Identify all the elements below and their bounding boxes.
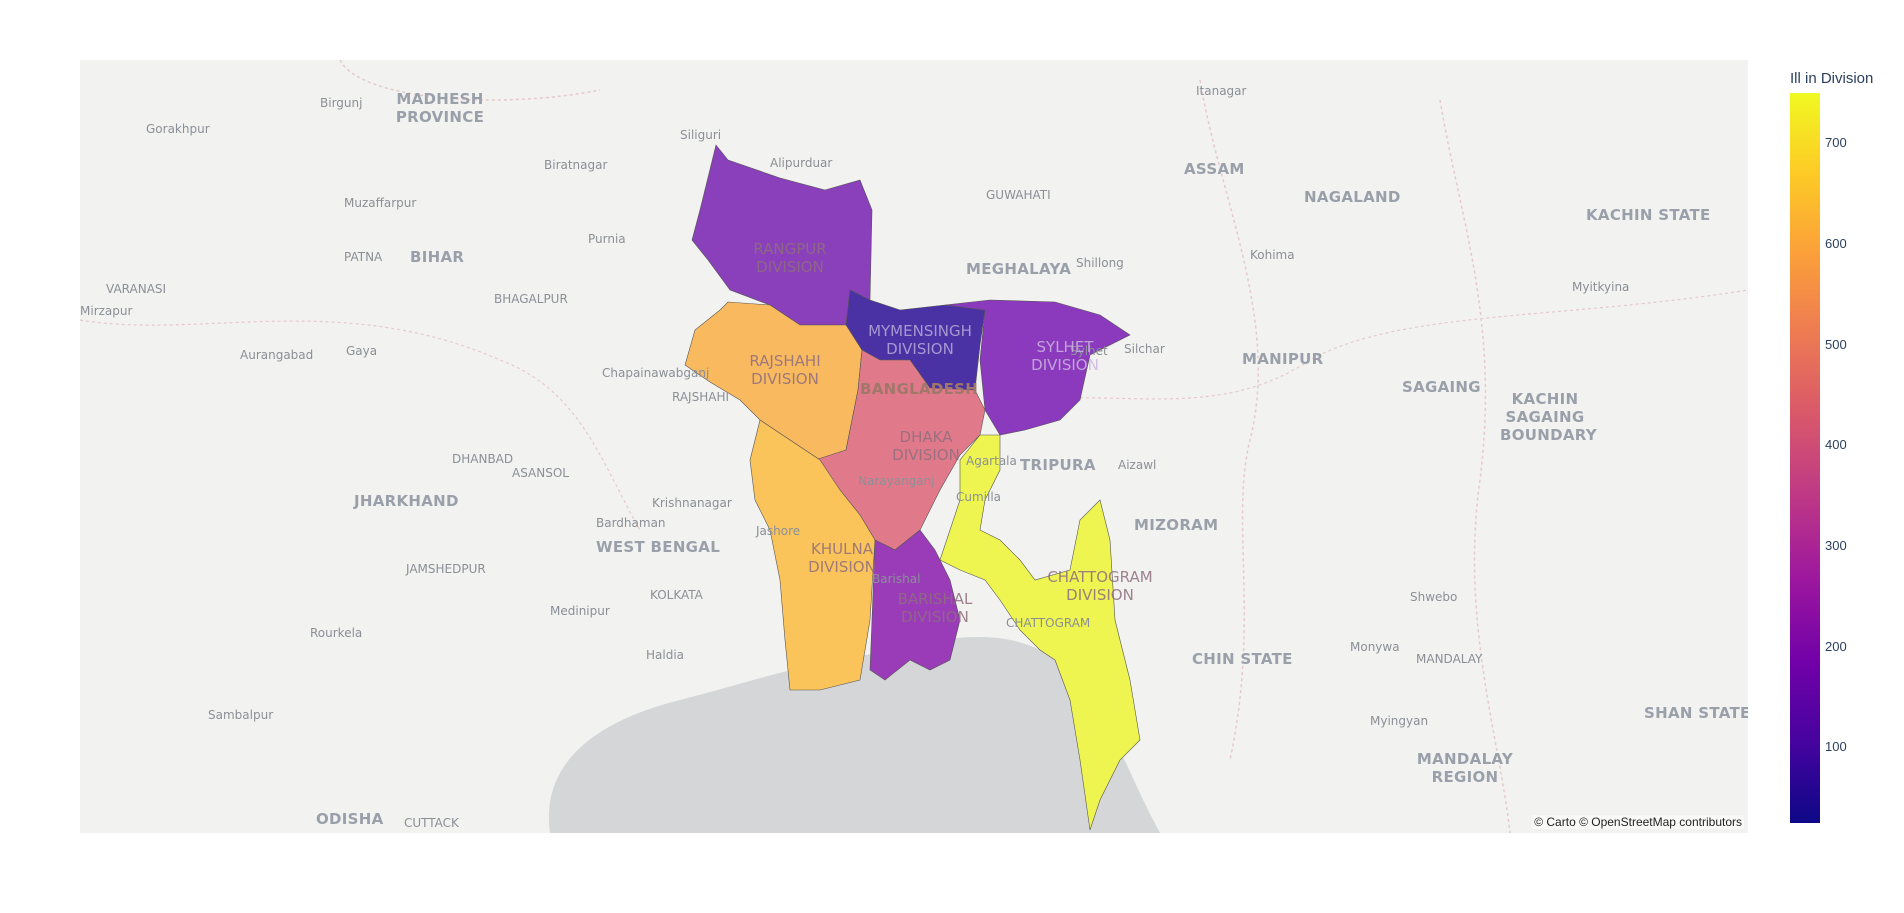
city-label: Agartala xyxy=(966,454,1017,468)
colorbar-tick-label: 600 xyxy=(1825,236,1847,252)
division-label-chattogram: CHATTOGRAM DIVISION xyxy=(1047,568,1153,604)
city-label: Myingyan xyxy=(1370,714,1429,728)
city-label: PATNA xyxy=(344,250,383,264)
region-label: MANDALAY REGION xyxy=(1416,750,1514,786)
division-khulna xyxy=(749,419,876,691)
city-label: Purnia xyxy=(588,232,626,246)
region-label: ASSAM xyxy=(1184,160,1245,178)
city-label: Narayanganj xyxy=(858,474,935,488)
city-label: VARANASI xyxy=(106,282,167,296)
city-label: ASANSOL xyxy=(512,466,569,480)
region-label: BIHAR xyxy=(410,248,465,266)
division-label-khulna: KHULNA DIVISION xyxy=(808,540,876,576)
city-label: Shwebo xyxy=(1410,590,1458,604)
region-label: BANGLADESH xyxy=(860,380,979,398)
city-label: CUTTACK xyxy=(404,816,459,830)
region-label: KACHIN STATE xyxy=(1586,206,1711,224)
city-label: Shillong xyxy=(1076,256,1124,270)
city-label: Rourkela xyxy=(310,626,363,640)
city-label: Sambalpur xyxy=(208,708,274,722)
city-label: Biratnagar xyxy=(544,158,608,172)
region-label: SHAN STATE xyxy=(1644,704,1748,722)
city-label: CHATTOGRAM xyxy=(1006,616,1091,630)
state-border xyxy=(1019,289,1748,401)
region-label: MEGHALAYA xyxy=(966,260,1072,278)
region-label: ODISHA xyxy=(316,810,384,828)
division-label-rajshahi: RAJSHAHI DIVISION xyxy=(749,352,821,388)
region-label: KACHIN SAGAING BOUNDARY xyxy=(1500,390,1597,444)
city-label: Krishnanagar xyxy=(652,496,732,510)
city-label: Bardhaman xyxy=(596,516,666,530)
colorbar-tick-label: 700 xyxy=(1825,135,1847,151)
city-label: Jashore xyxy=(756,524,801,538)
region-label: MIZORAM xyxy=(1134,516,1219,534)
city-label: Gorakhpur xyxy=(146,122,210,136)
state-border xyxy=(1199,79,1259,761)
city-label: Chapainawabganj xyxy=(602,366,710,380)
city-label: KOLKATA xyxy=(650,588,703,602)
city-label: Aurangabad xyxy=(240,348,314,362)
colorbar-tick-label: 500 xyxy=(1825,336,1847,352)
city-label: Medinipur xyxy=(550,604,610,618)
city-label: DHANBAD xyxy=(452,452,514,466)
division-rangpur xyxy=(691,144,873,326)
city-label: Gaya xyxy=(346,344,378,358)
colorbar-tick-label: 400 xyxy=(1825,437,1847,453)
division-dhaka xyxy=(814,349,986,551)
state-border xyxy=(339,60,601,101)
division-label-rangpur: RANGPUR DIVISION xyxy=(753,240,827,276)
city-label: JAMSHEDPUR xyxy=(406,562,486,576)
region-label: MANIPUR xyxy=(1242,350,1324,368)
division-label-dhaka: DHAKA DIVISION xyxy=(892,428,960,464)
city-label: Haldia xyxy=(646,648,685,662)
state-border xyxy=(80,319,641,531)
city-label: Siliguri xyxy=(680,128,722,142)
state-border xyxy=(1439,99,1511,833)
colorbar xyxy=(1790,93,1820,823)
city-label: Kohima xyxy=(1250,248,1295,262)
colorbar-tick-label: 300 xyxy=(1825,538,1847,554)
colorbar-title: Ill in Division xyxy=(1790,70,1874,87)
city-label: Sylhet xyxy=(1070,344,1108,358)
region-label: SAGAING xyxy=(1402,378,1481,396)
division-barishal xyxy=(869,529,961,681)
city-label: Birgunj xyxy=(320,96,363,110)
bay-of-bengal xyxy=(548,637,1160,833)
city-label: Aizawl xyxy=(1118,458,1157,472)
map-attribution[interactable]: © Carto © OpenStreetMap contributors xyxy=(1532,815,1744,829)
colorbar-tick-label: 100 xyxy=(1825,739,1847,755)
city-label: MANDALAY xyxy=(1416,652,1483,666)
city-label: Cumilla xyxy=(956,490,1002,504)
city-label: Myitkyina xyxy=(1572,280,1630,294)
division-label-barishal: BARISHAL DIVISION xyxy=(897,590,973,626)
region-label: MADHESH PROVINCE xyxy=(395,90,485,126)
city-label: Mirzapur xyxy=(80,304,133,318)
city-label: RAJSHAHI xyxy=(672,390,730,404)
city-label: Itanagar xyxy=(1196,84,1247,98)
city-label: GUWAHATI xyxy=(986,188,1051,202)
city-label: Silchar xyxy=(1124,342,1165,356)
division-sylhet xyxy=(944,299,1131,436)
division-label-mymensingh: MYMENSINGH DIVISION xyxy=(868,322,972,358)
city-label: Monywa xyxy=(1350,640,1400,654)
map-area[interactable]: MADHESH PROVINCE BIHAR JHARKHAND WEST BE… xyxy=(80,60,1748,833)
city-label: Alipurduar xyxy=(770,156,833,170)
city-label: BHAGALPUR xyxy=(494,292,568,306)
region-label: NAGALAND xyxy=(1304,188,1401,206)
city-label: Muzaffarpur xyxy=(344,196,417,210)
region-label: JHARKHAND xyxy=(354,492,459,510)
division-label-sylhet: SYLHET DIVISION xyxy=(1031,338,1099,374)
colorbar-tick-label: 200 xyxy=(1825,638,1847,654)
region-label: CHIN STATE xyxy=(1192,650,1293,668)
map-canvas xyxy=(80,60,1748,833)
region-label: TRIPURA xyxy=(1020,456,1096,474)
region-label: WEST BENGAL xyxy=(596,538,721,556)
city-label: Barishal xyxy=(872,572,921,586)
division-chattogram xyxy=(939,434,1141,831)
